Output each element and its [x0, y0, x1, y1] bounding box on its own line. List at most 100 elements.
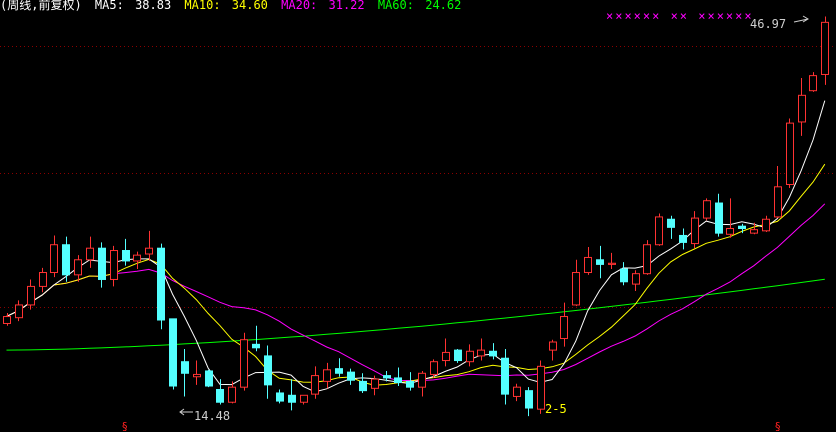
candle-body-up	[74, 259, 82, 276]
candle-body-up	[39, 272, 47, 287]
candlestick	[786, 118, 794, 188]
candle-body-up	[311, 375, 319, 395]
candle-body-down	[252, 343, 260, 349]
candle-body-up	[86, 247, 94, 261]
candle-body-down	[715, 202, 723, 234]
candlestick	[86, 236, 94, 268]
candle-body-up	[300, 394, 308, 403]
candle-body-up	[110, 250, 118, 280]
candle-body-down	[489, 350, 497, 357]
candle-body-up	[809, 75, 817, 92]
candle-body-up	[798, 94, 806, 123]
candle-body-down	[679, 234, 687, 243]
candle-body-down	[347, 371, 355, 381]
candlestick	[489, 343, 497, 360]
candle-body-up	[50, 244, 58, 274]
candlestick	[205, 369, 213, 388]
ma60-label: MA60:	[378, 0, 414, 12]
candle-body-down	[667, 218, 675, 228]
candlestick	[501, 348, 509, 405]
candlesticks	[3, 16, 829, 417]
candle-body-up	[572, 272, 580, 306]
candle-body-up	[15, 304, 23, 319]
candlestick	[359, 373, 367, 393]
event-marker-icon: §	[775, 420, 781, 432]
candlestick	[454, 348, 462, 363]
candle-body-down	[501, 357, 509, 395]
ma20-line	[6, 203, 826, 381]
candlestick	[703, 198, 711, 221]
candle-body-up	[466, 350, 474, 363]
candle-body-up	[418, 372, 426, 388]
date-label: 2-5	[545, 402, 567, 416]
ma20-label: MA20:	[281, 0, 317, 12]
candle-body-down	[62, 244, 70, 276]
candle-body-up	[3, 316, 11, 324]
candle-body-up	[608, 262, 616, 265]
candle-body-down	[383, 375, 391, 379]
candlestick	[110, 245, 118, 287]
candle-body-down	[359, 380, 367, 392]
candle-body-down	[181, 361, 189, 374]
candle-body-down	[276, 392, 284, 402]
candlestick	[300, 394, 308, 405]
candle-body-up	[774, 186, 782, 218]
candle-body-up	[228, 386, 236, 403]
candlestick	[560, 302, 568, 347]
candlestick	[537, 360, 545, 414]
candle-body-up	[691, 217, 699, 245]
candlestick	[738, 223, 746, 234]
candle-body-up	[643, 244, 651, 275]
candlestick	[715, 193, 723, 237]
candle-body-up	[537, 365, 545, 410]
candle-body-down	[288, 394, 296, 403]
candle-body-up	[762, 218, 770, 232]
ma10-label: MA10:	[184, 0, 220, 12]
signal-markers: ×××××× ×× ××××××	[606, 9, 754, 23]
candle-body-down	[406, 380, 414, 388]
ma60-line	[6, 278, 825, 351]
candle-body-down	[394, 377, 402, 384]
candlestick	[383, 370, 391, 382]
candlestick	[276, 389, 284, 404]
chart-header: (周线,前复权) MA5: 38.83 MA10: 34.60 MA20: 31…	[0, 0, 461, 12]
candlestick	[169, 318, 177, 390]
ma5-label: MA5:	[95, 0, 124, 12]
candle-body-down	[157, 247, 165, 321]
candlestick	[442, 338, 450, 367]
candle-body-down	[335, 368, 343, 374]
candle-body-up	[726, 228, 734, 235]
candlestick	[122, 238, 130, 266]
ma20-value: 31.22	[329, 0, 365, 12]
candlestick	[549, 339, 557, 361]
candlestick	[394, 367, 402, 387]
candlestick	[418, 370, 426, 397]
candlestick	[809, 72, 817, 92]
candlestick	[157, 243, 165, 330]
candlestick	[15, 300, 23, 322]
period-label: (周线,前复权)	[0, 0, 82, 12]
candle-body-up	[477, 349, 485, 357]
ma10-line	[6, 163, 826, 386]
ma10-value: 34.60	[232, 0, 268, 12]
candle-body-down	[454, 349, 462, 362]
candle-body-up	[145, 247, 153, 255]
candlestick	[62, 236, 70, 282]
candlestick	[74, 255, 82, 282]
candle-body-up	[193, 373, 201, 378]
candle-body-down	[205, 370, 213, 387]
candlestick	[228, 381, 236, 404]
candle-body-up	[584, 256, 592, 274]
candlestick	[477, 338, 485, 361]
candlestick	[145, 230, 153, 261]
candlestick	[821, 16, 829, 85]
low-price-label: 14.48	[194, 409, 230, 423]
candlestick	[750, 222, 758, 235]
candlestick	[774, 165, 782, 219]
candlestick	[406, 372, 414, 391]
candlestick	[98, 242, 106, 288]
candle-body-up	[549, 341, 557, 351]
candle-body-up	[560, 316, 568, 340]
candlestick	[181, 348, 189, 397]
